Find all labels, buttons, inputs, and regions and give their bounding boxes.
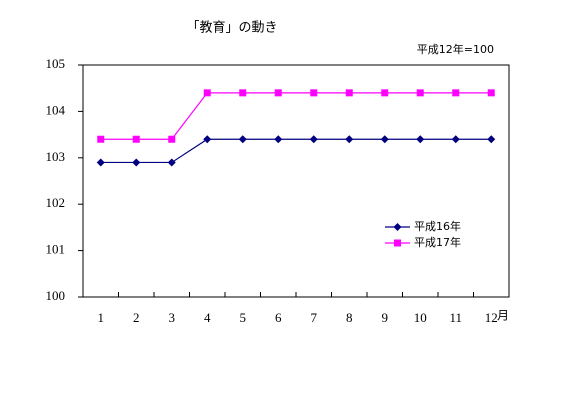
plot-area [82,64,510,298]
legend-label: 平成16年 [414,219,461,233]
y-tick-label: 100 [46,288,66,303]
data-point [451,135,460,144]
data-point [132,158,141,167]
y-tick-label: 103 [46,149,66,164]
data-point [96,158,105,167]
chart-title: 「教育」の動き [186,20,277,36]
data-point [452,89,460,97]
x-tick-label: 5 [240,310,247,325]
x-tick-label: 1 [98,310,105,325]
y-tick-label: 104 [46,102,66,117]
data-point [203,135,212,144]
data-point [487,135,496,144]
data-point [168,135,176,143]
data-point [274,89,282,97]
legend-label: 平成17年 [414,235,461,249]
legend-marker [394,239,401,247]
data-point [239,89,247,97]
chart-subtitle: 平成12年=100 [417,42,494,56]
series-line [100,138,492,164]
x-tick-label: 6 [275,310,282,325]
y-tick-label: 101 [46,242,66,257]
data-point [345,89,353,97]
data-point [97,135,105,143]
data-point [309,135,318,144]
x-tick-label: 4 [204,310,211,325]
data-point [274,135,283,144]
data-point [487,89,495,97]
x-tick-label: 7 [311,310,318,325]
series-line [100,92,492,140]
data-point [132,135,140,143]
data-point [381,89,389,97]
data-point [238,135,247,144]
x-tick-label: 8 [346,310,353,325]
x-tick-label: 12 [485,310,498,325]
data-point [345,135,354,144]
data-point [203,89,211,97]
y-tick-label: 102 [46,195,66,210]
data-point [416,135,425,144]
y-tick-label: 105 [46,56,66,71]
data-point [380,135,389,144]
x-tick-label: 10 [414,310,427,325]
data-point [416,89,424,97]
legend-marker [393,223,402,231]
x-tick-label: 11 [449,310,462,325]
x-tick-label: 9 [382,310,389,325]
x-tick-label: 2 [133,310,140,325]
data-point [167,158,176,167]
x-tick-label: 3 [169,310,176,325]
x-axis-label: 月 [497,309,509,323]
data-point [310,89,318,97]
